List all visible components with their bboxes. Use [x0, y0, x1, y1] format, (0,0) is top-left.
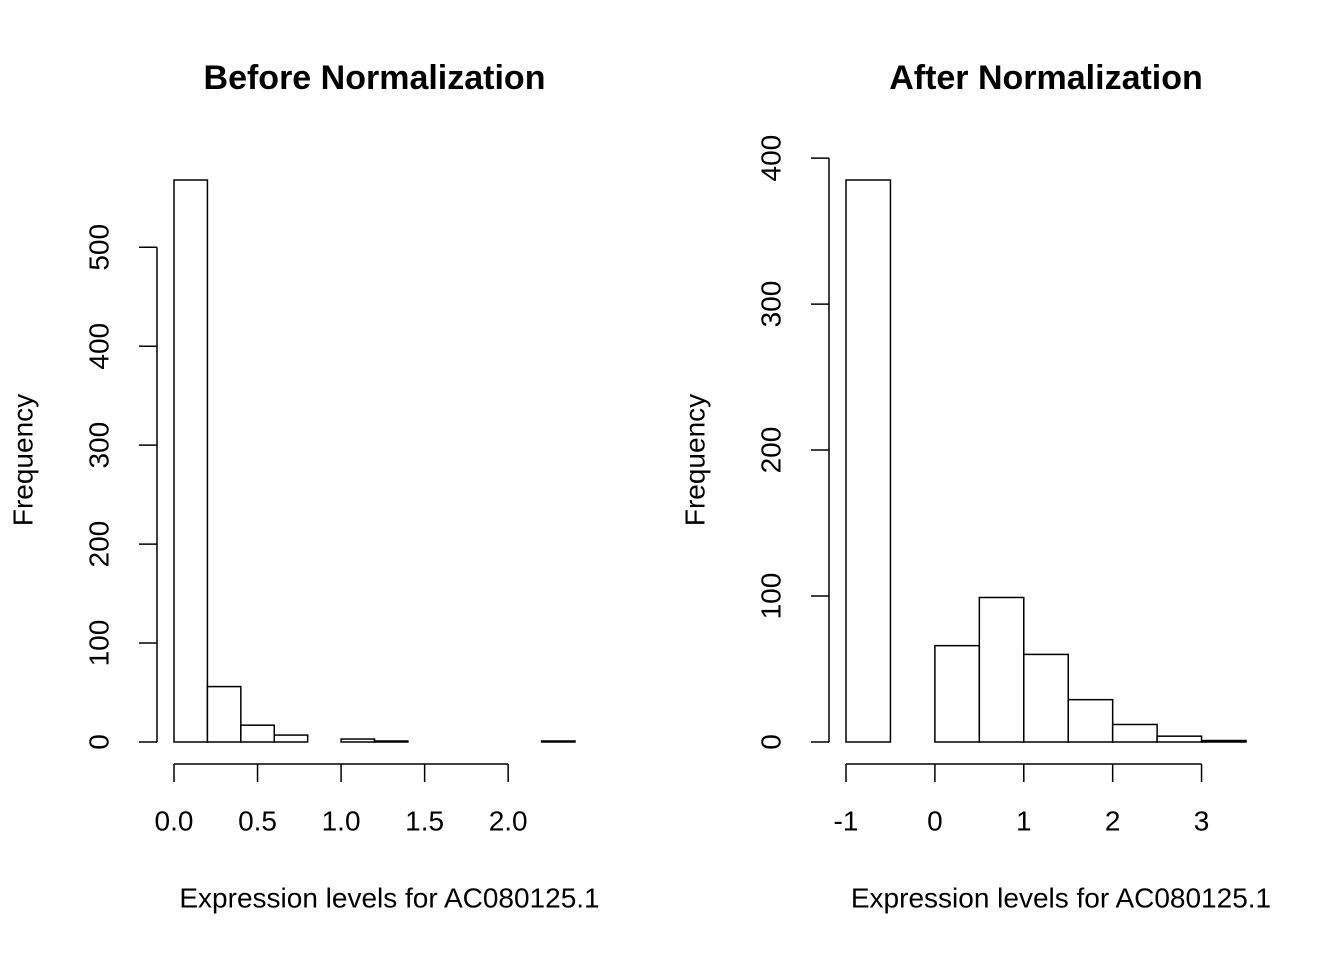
y-tick-label: 400: [755, 135, 786, 182]
bar: [340, 738, 376, 743]
chart-title: After Normalization: [889, 59, 1203, 97]
bar: [845, 179, 892, 743]
x-axis-label: Expression levels for AC080125.1: [851, 882, 1271, 913]
y-axis-label: Frequency: [679, 394, 710, 526]
x-tick-label: 2.0: [489, 805, 528, 836]
bar: [240, 724, 275, 743]
bar: [934, 644, 981, 743]
bar: [978, 596, 1025, 743]
bar: [1023, 653, 1069, 743]
bar: [173, 179, 209, 743]
bar: [373, 740, 409, 743]
x-tick-label: 3: [1194, 805, 1210, 836]
y-axis-label: Frequency: [7, 394, 38, 526]
x-tick-label: 0.5: [238, 805, 277, 836]
x-tick-label: 1.5: [405, 805, 444, 836]
y-tick-label: 200: [83, 521, 114, 568]
x-tick-label: 1: [1016, 805, 1032, 836]
y-tick-label: 300: [83, 422, 114, 469]
x-tick-label: 2: [1105, 805, 1121, 836]
bar: [1200, 739, 1247, 743]
x-tick-label: 1.0: [322, 805, 361, 836]
x-tick-label: 0: [927, 805, 943, 836]
y-tick-label: 200: [755, 427, 786, 474]
y-tick-label: 0: [83, 734, 114, 750]
bar: [206, 685, 242, 743]
chart-title: Before Normalization: [204, 59, 546, 97]
bar: [273, 734, 309, 743]
x-tick-label: -1: [834, 805, 859, 836]
y-tick-label: 500: [83, 224, 114, 271]
y-tick-label: 100: [755, 573, 786, 620]
y-tick-label: 400: [83, 323, 114, 370]
x-axis-label: Expression levels for AC080125.1: [179, 882, 599, 913]
bar: [1111, 723, 1158, 743]
bar: [540, 740, 576, 743]
x-tick-label: 0.0: [155, 805, 194, 836]
bar: [1156, 735, 1203, 743]
y-tick-label: 300: [755, 281, 786, 328]
y-tick-label: 100: [83, 620, 114, 667]
bar: [1067, 698, 1114, 743]
y-tick-label: 0: [755, 734, 786, 750]
